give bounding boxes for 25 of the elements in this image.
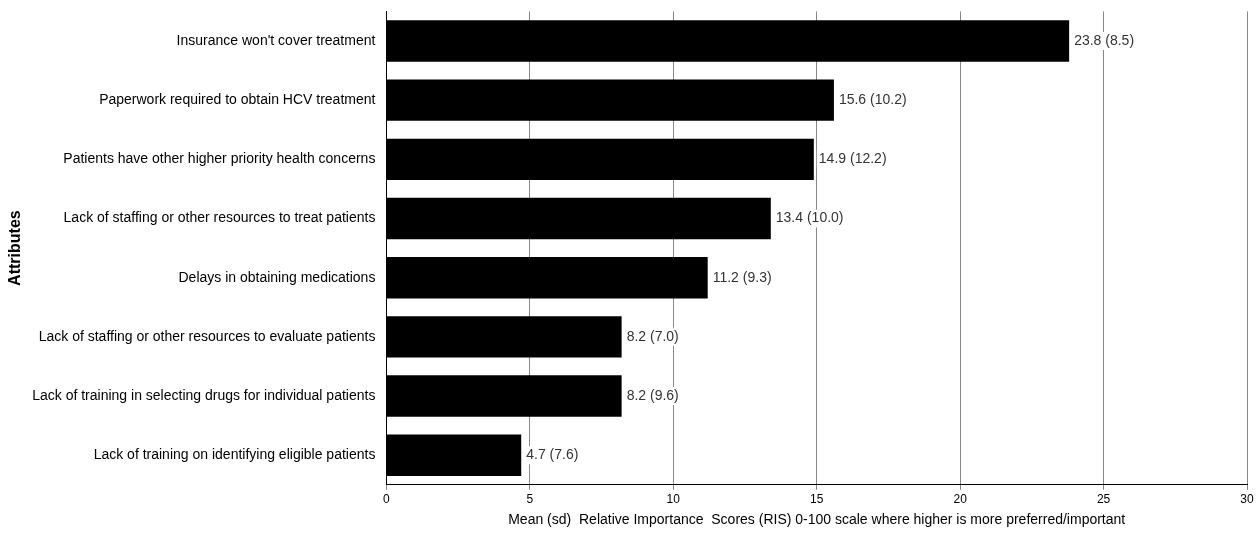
x-tick-label: 20 (953, 492, 968, 507)
data-label: 11.2 (9.3) (712, 268, 772, 285)
x-tick-label: 25 (1096, 492, 1111, 507)
y-tick-label: Lack of staffing or other resources to evaluate patients (38, 327, 376, 344)
x-tick-label: 15 (810, 492, 824, 507)
x-tick-label: 30 (1240, 492, 1254, 507)
x-axis-title: Mean (sd) Relative Importance Scores (RIS) 0-100 scale where higher is more preferred/important (508, 511, 1126, 528)
y-tick-label: Patients have other higher priority health concerns (63, 150, 376, 167)
x-tick-label: 0 (383, 492, 391, 507)
y-tick-label: Paperwork required to obtain HCV treatment (99, 91, 376, 108)
data-label: 13.4 (10.0) (775, 209, 844, 226)
y-tick-label: Lack of staffing or other resources to treat patients (63, 209, 376, 226)
data-label: 23.8 (8.5) (1074, 31, 1135, 48)
y-tick-label: Delays in obtaining medications (178, 268, 376, 285)
y-tick-label: Lack of training in selecting drugs for individual patients (32, 386, 376, 403)
data-label: 14.9 (12.2) (818, 150, 887, 167)
x-tick-label: 10 (666, 492, 681, 507)
y-tick-label: Insurance won't cover treatment (176, 31, 376, 48)
data-label: 8.2 (9.6) (626, 386, 679, 403)
data-label: 8.2 (7.0) (626, 327, 679, 344)
y-tick-label: Lack of training on identifying eligible patients (93, 446, 376, 463)
y-axis-title: Attributes (6, 210, 24, 286)
data-label: 4.7 (7.6) (526, 446, 579, 463)
x-tick-label: 5 (526, 492, 534, 507)
data-label: 15.6 (10.2) (838, 91, 907, 108)
